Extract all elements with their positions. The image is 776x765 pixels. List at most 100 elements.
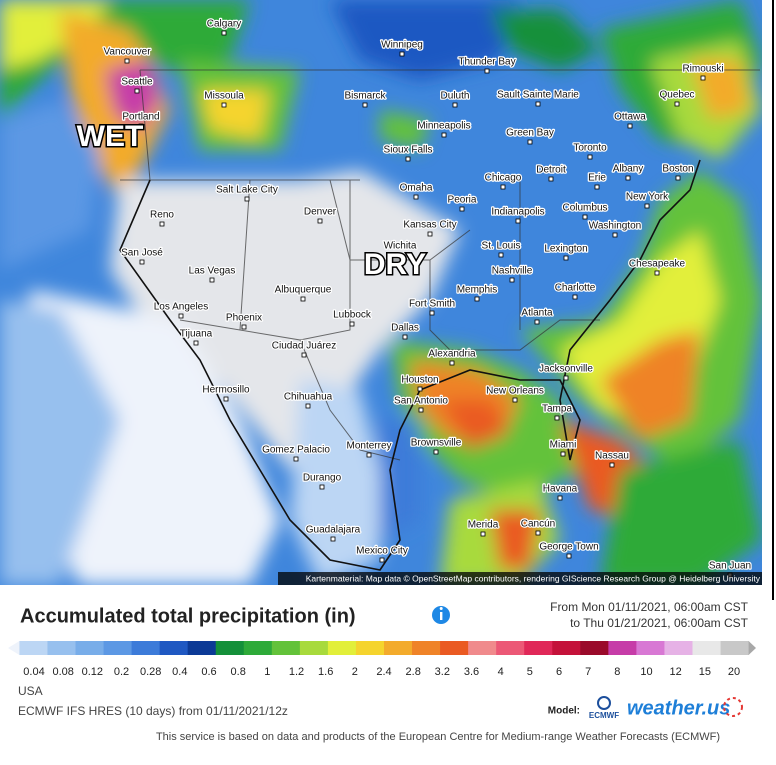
ecmwf-logo: ECMWF: [589, 696, 619, 720]
city-marker: [429, 310, 435, 316]
scale-swatch: [440, 641, 469, 655]
city-marker: [515, 218, 521, 224]
city-marker: [397, 252, 403, 258]
city-label: Alexandria: [428, 349, 476, 360]
city-marker: [124, 58, 130, 64]
scale-label: 2.8: [406, 666, 421, 678]
city-label: Jacksonville: [539, 364, 593, 375]
city-marker: [535, 530, 541, 536]
city-label: Nashville: [492, 266, 533, 277]
scale-label: 0.08: [52, 666, 73, 678]
brand[interactable]: weather.us: [627, 697, 730, 719]
city-label: Houston: [401, 375, 438, 386]
scale-swatch: [355, 641, 385, 655]
scale-swatch: [215, 641, 245, 655]
city-label: Ciudad Juárez: [272, 341, 336, 352]
city-marker: [362, 102, 368, 108]
ecmwf-text: ECMWF: [589, 711, 619, 720]
city-label: Omaha: [400, 183, 433, 194]
model-label: Model:: [548, 706, 580, 717]
city-label: Nassau: [595, 451, 629, 462]
city-marker: [317, 218, 323, 224]
city-label: Monterrey: [346, 441, 391, 452]
city-label: Bismarck: [344, 91, 386, 102]
city-label: Wichita: [384, 241, 417, 252]
city-label: Atlanta: [521, 308, 553, 319]
scale-swatch: [75, 641, 105, 655]
city-label: Calgary: [207, 19, 241, 30]
city-label: New Orleans: [486, 386, 544, 397]
scale-label: 0.6: [201, 666, 216, 678]
scale-label: 6: [556, 666, 562, 678]
city-marker: [534, 319, 540, 325]
city-label: George Town: [539, 542, 598, 553]
scale-swatch: [299, 641, 329, 655]
city-marker: [535, 101, 541, 107]
scale-swatch: [524, 641, 553, 655]
city-marker: [700, 75, 706, 81]
scale-swatch: [243, 641, 273, 655]
scale-swatch: [636, 641, 665, 655]
city-marker: [418, 407, 424, 413]
city-marker: [138, 123, 144, 129]
city-label: Havana: [543, 484, 578, 495]
city-marker: [159, 221, 165, 227]
scale-swatch: [103, 641, 133, 655]
city-marker: [349, 321, 355, 327]
city-marker: [674, 101, 680, 107]
city-label: Albuquerque: [275, 285, 332, 296]
city-label: Portland: [122, 112, 159, 123]
scale-label: 3.6: [464, 666, 479, 678]
scale-label: 0.28: [140, 666, 161, 678]
city-label: Kansas City: [403, 220, 456, 231]
scale-swatch: [384, 641, 413, 655]
city-label: Hermosillo: [202, 385, 250, 396]
city-label: Cancún: [521, 519, 555, 530]
city-label: Seattle: [121, 77, 153, 88]
city-marker: [609, 462, 615, 468]
city-marker: [241, 324, 247, 330]
scale-swatch: [720, 641, 750, 655]
city-marker: [427, 231, 433, 237]
city-label: Tampa: [542, 404, 572, 415]
city-marker: [379, 557, 385, 563]
info-icon[interactable]: [432, 606, 450, 624]
city-marker: [452, 102, 458, 108]
scale-arrow-low: [8, 641, 20, 655]
scale-label: 20: [728, 666, 740, 678]
scale-label: 1.2: [289, 666, 304, 678]
city-marker: [548, 176, 554, 182]
scale-swatch: [131, 641, 161, 655]
city-marker: [366, 452, 372, 458]
scale-swatch: [19, 641, 48, 655]
city-label: Thunder Bay: [458, 57, 515, 68]
scale-label: 8: [614, 666, 620, 678]
scale-label: 0.12: [82, 666, 103, 678]
scale-label: 10: [640, 666, 652, 678]
city-marker: [572, 294, 578, 300]
scale-label: 0.8: [231, 666, 246, 678]
city-marker: [675, 175, 681, 181]
city-marker: [449, 360, 455, 366]
city-label: Green Bay: [506, 128, 554, 139]
city-label: Las Vegas: [189, 266, 236, 277]
scale-swatch: [187, 641, 217, 655]
city-label: Los Angeles: [154, 302, 209, 313]
city-label: Brownsville: [411, 438, 462, 449]
city-label: Boston: [662, 164, 693, 175]
scale-swatch: [468, 641, 497, 655]
city-label: Guadalajara: [306, 525, 361, 536]
city-label: Reno: [150, 210, 174, 221]
city-marker: [319, 484, 325, 490]
city-marker: [512, 397, 518, 403]
city-marker: [484, 68, 490, 74]
scale-label: 7: [585, 666, 591, 678]
scale-arrow-high: [748, 641, 756, 655]
city-marker: [527, 139, 533, 145]
scale-swatch: [496, 641, 525, 655]
city-label: Durango: [303, 473, 342, 484]
city-marker: [223, 396, 229, 402]
map: Calgary Vancouver Winnipeg Thunder Bay Rimou…: [0, 0, 762, 585]
legend-title: Accumulated total precipitation (in): [20, 605, 356, 627]
